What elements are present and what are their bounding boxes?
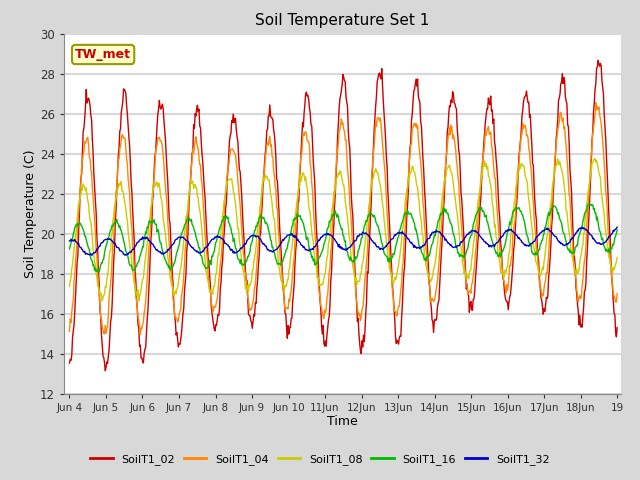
SoilT1_16 [188, 222, 196, 228]
SoilT1_04 [592, 100, 600, 106]
Legend: SoilT1_02, SoilT1_04, SoilT1_08, SoilT1_16, SoilT1_32: SoilT1_02, SoilT1_04, SoilT1_08, SoilT1_… [86, 450, 554, 469]
SoilT1_16 [66, 246, 74, 252]
SoilT1_04 [217, 256, 225, 262]
SoilT1_32 [121, 252, 129, 258]
SoilT1_16 [585, 201, 593, 206]
SoilT1_02 [76, 212, 83, 217]
SoilT1_16 [613, 227, 621, 233]
SoilT1_08 [66, 284, 74, 289]
SoilT1_02 [101, 368, 109, 373]
SoilT1_02 [613, 325, 621, 331]
SoilT1_32 [188, 245, 196, 251]
SoilT1_08 [76, 198, 83, 204]
SoilT1_08 [613, 255, 621, 261]
SoilT1_16 [95, 269, 103, 275]
SoilT1_08 [411, 169, 419, 175]
SoilT1_04 [132, 293, 140, 299]
SoilT1_32 [217, 235, 225, 241]
SoilT1_02 [217, 279, 225, 285]
Y-axis label: Soil Temperature (C): Soil Temperature (C) [24, 149, 37, 278]
SoilT1_32 [613, 224, 621, 230]
SoilT1_32 [427, 232, 435, 238]
SoilT1_04 [613, 290, 621, 296]
Text: TW_met: TW_met [75, 48, 131, 61]
Title: Soil Temperature Set 1: Soil Temperature Set 1 [255, 13, 429, 28]
SoilT1_32 [66, 238, 74, 244]
Line: SoilT1_02: SoilT1_02 [70, 60, 617, 371]
SoilT1_16 [217, 222, 225, 228]
SoilT1_04 [66, 328, 74, 334]
X-axis label: Time: Time [327, 415, 358, 429]
SoilT1_08 [188, 178, 196, 184]
SoilT1_02 [132, 296, 140, 301]
SoilT1_02 [427, 299, 435, 305]
SoilT1_04 [427, 299, 435, 305]
Line: SoilT1_04: SoilT1_04 [70, 103, 617, 335]
SoilT1_32 [76, 244, 83, 250]
SoilT1_04 [188, 157, 196, 163]
SoilT1_16 [427, 247, 435, 253]
SoilT1_04 [76, 199, 83, 205]
SoilT1_04 [136, 332, 144, 337]
SoilT1_02 [411, 86, 419, 92]
SoilT1_08 [591, 156, 598, 161]
SoilT1_02 [66, 360, 74, 366]
SoilT1_32 [132, 241, 140, 247]
Line: SoilT1_08: SoilT1_08 [70, 158, 617, 301]
SoilT1_08 [217, 228, 225, 234]
SoilT1_08 [132, 289, 140, 295]
SoilT1_32 [411, 242, 419, 248]
SoilT1_16 [132, 264, 140, 269]
SoilT1_16 [411, 220, 419, 226]
SoilT1_02 [188, 151, 196, 156]
Line: SoilT1_32: SoilT1_32 [70, 227, 617, 255]
Line: SoilT1_16: SoilT1_16 [70, 204, 617, 272]
SoilT1_08 [99, 298, 106, 304]
SoilT1_16 [76, 220, 83, 226]
SoilT1_02 [595, 58, 602, 63]
SoilT1_08 [427, 278, 435, 284]
SoilT1_04 [411, 121, 419, 127]
